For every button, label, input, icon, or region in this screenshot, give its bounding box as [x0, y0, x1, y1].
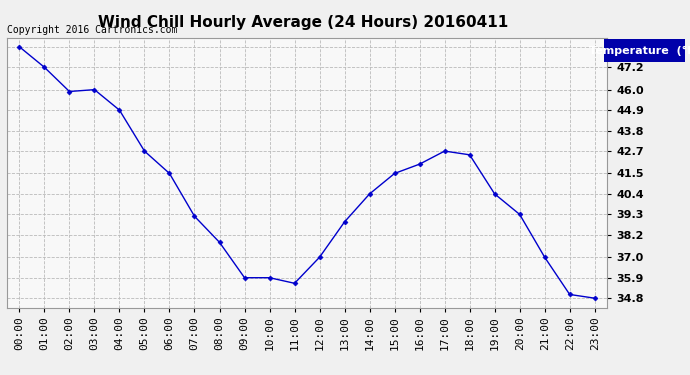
Text: Wind Chill Hourly Average (24 Hours) 20160411: Wind Chill Hourly Average (24 Hours) 201… — [99, 15, 509, 30]
Text: Temperature  (°F): Temperature (°F) — [589, 46, 690, 56]
Text: Copyright 2016 Cartronics.com: Copyright 2016 Cartronics.com — [7, 25, 177, 35]
